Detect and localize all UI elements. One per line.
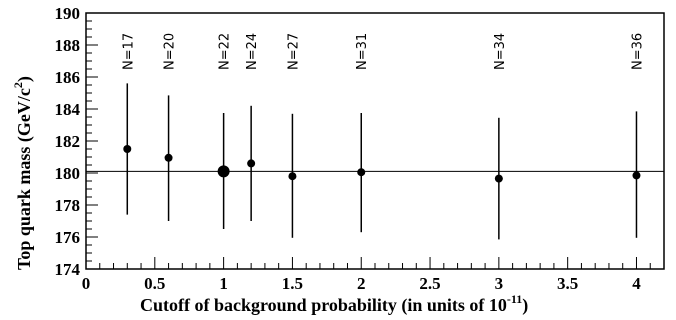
plot-frame [85,12,665,270]
y-axis-title-main: Top quark mass (GeV/c [14,88,35,270]
data-point [494,174,503,183]
sample-size-label: N=20 [163,33,178,70]
y-axis-title-exponent: 2 [11,82,25,88]
labels-layer: 0 0.5 1 1.5 2 2.5 3 3.5 4 174 176 178 180 182 184 186 18… [55,4,646,293]
x-tick-label: 3 [495,274,504,293]
y-tick-label: 180 [55,164,81,183]
sample-size-label: N=22 [218,33,233,70]
sample-size-label: N=24 [245,33,260,70]
x-tick-label: 2 [357,274,366,293]
sample-size-label: N=17 [121,33,136,70]
data-point [217,165,230,178]
x-axis-title: Cutoff of background probability (in uni… [140,292,528,316]
x-axis-title-end: ) [522,295,528,316]
ticks-layer [85,12,665,270]
data-point [123,145,132,153]
x-tick-label: 1.5 [282,274,303,293]
x-axis-title-exponent: -11 [507,292,522,306]
x-tick-label: 3.5 [557,274,578,293]
sample-size-label: N=27 [286,33,301,70]
data-point [164,153,173,162]
y-tick-label: 184 [55,100,81,119]
marks-layer [86,83,664,240]
y-axis-title-end: ) [14,76,35,82]
y-tick-label: 190 [55,4,81,23]
x-tick-label: 2.5 [419,274,440,293]
y-tick-label: 182 [55,132,81,151]
x-tick-label: 4 [632,274,641,293]
y-tick-label: 188 [55,36,81,55]
sample-size-label: N=34 [493,33,508,70]
x-axis-title-main: Cutoff of background probability (in uni… [140,295,507,316]
y-tick-label: 178 [55,196,81,215]
x-tick-label: 0 [82,274,91,293]
sample-size-label: N=36 [630,33,645,70]
y-tick-label: 186 [55,68,81,87]
x-tick-label: 1 [219,274,228,293]
y-axis-title: Top quark mass (GeV/c2) [11,76,35,270]
y-tick-label: 176 [55,228,81,247]
x-tick-label: 0.5 [144,274,165,293]
data-point [247,159,256,168]
data-point [357,168,366,177]
data-point [632,171,641,180]
sample-size-label: N=31 [355,33,370,70]
data-point [288,172,297,181]
y-tick-label: 174 [55,260,81,279]
